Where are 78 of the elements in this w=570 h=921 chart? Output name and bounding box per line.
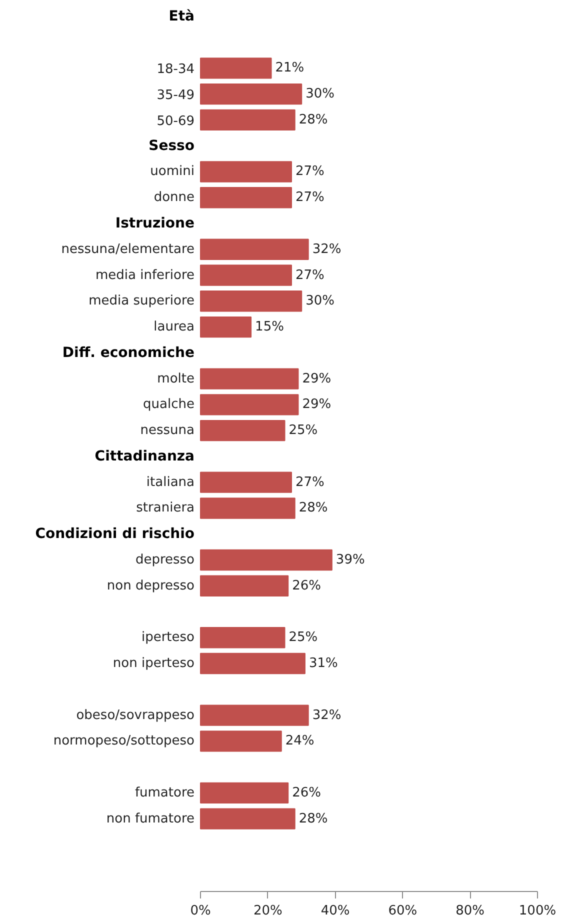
x-tick-label: 80%	[456, 904, 485, 918]
bar	[200, 730, 282, 752]
bar	[200, 58, 272, 79]
y-tick-label: Cittadinanza	[94, 448, 194, 464]
bar	[200, 109, 296, 131]
bar	[200, 394, 299, 416]
data-label: 28%	[298, 811, 328, 826]
y-tick-label: non iperteso	[112, 656, 195, 672]
y-tick-label: nessuna/elementare	[61, 242, 195, 257]
y-tick-label: fumatore	[134, 785, 195, 800]
y-tick-label: straniera	[136, 500, 194, 516]
bar	[200, 575, 289, 596]
y-tick-label: Istruzione	[115, 216, 195, 232]
y-tick-label: normopeso/sottopeso	[53, 734, 195, 749]
data-label: 26%	[292, 578, 322, 594]
data-label: 28%	[298, 112, 328, 128]
bar	[200, 420, 286, 442]
bar	[200, 627, 286, 648]
bar	[200, 782, 289, 804]
bar	[200, 187, 292, 208]
bar	[200, 704, 309, 726]
y-tick-label: laurea	[154, 320, 195, 335]
y-tick-label: molte	[157, 371, 195, 386]
data-label: 30%	[306, 294, 335, 309]
y-tick-label: 18-34	[156, 62, 195, 78]
data-label: 30%	[306, 86, 335, 102]
y-tick-label: donne	[154, 190, 195, 206]
bar	[200, 498, 296, 519]
y-tick-label: uomini	[150, 164, 195, 180]
y-tick-label: 35-49	[156, 88, 195, 104]
bar	[200, 368, 299, 390]
data-label: 24%	[285, 734, 314, 749]
data-label: 27%	[295, 190, 324, 206]
data-label: 25%	[288, 630, 318, 646]
data-label: 27%	[295, 474, 324, 490]
y-tick-label: media inferiore	[95, 268, 195, 283]
bar	[200, 549, 332, 571]
data-label: 32%	[312, 708, 342, 723]
y-tick-label: qualche	[143, 397, 195, 412]
data-label: 25%	[288, 423, 318, 438]
bar	[200, 316, 252, 338]
bar	[200, 161, 292, 182]
bar	[200, 264, 292, 286]
data-label: 29%	[302, 371, 332, 386]
data-label: 39%	[336, 552, 365, 568]
y-tick-label: Sesso	[148, 138, 195, 154]
x-tick-label: 20%	[253, 904, 282, 918]
y-tick-label: 50-69	[156, 114, 195, 129]
data-label: 27%	[295, 164, 324, 180]
y-tick-label: Età	[168, 8, 194, 24]
bar	[200, 808, 296, 830]
data-label: 29%	[302, 397, 332, 412]
data-label: 32%	[312, 242, 342, 257]
y-tick-label: media superiore	[88, 294, 195, 309]
bar	[200, 652, 306, 674]
y-tick-label: iperteso	[141, 630, 195, 646]
data-label: 31%	[308, 656, 338, 672]
y-tick-label: obeso/sovrappeso	[76, 708, 195, 723]
bar	[200, 83, 302, 105]
data-label: 26%	[292, 785, 322, 800]
x-tick-label: 100%	[518, 904, 556, 918]
data-label: 15%	[255, 320, 284, 335]
y-tick-label: nessuna	[140, 423, 195, 438]
bar	[200, 238, 309, 260]
y-tick-label: Condizioni di rischio	[35, 526, 195, 542]
x-tick-label: 0%	[190, 904, 211, 918]
y-tick-label: depresso	[135, 552, 195, 568]
data-label: 21%	[275, 60, 304, 76]
data-label: 27%	[295, 268, 324, 283]
bar	[200, 472, 292, 493]
y-tick-label: Diff. economiche	[62, 344, 195, 361]
data-label: 28%	[298, 500, 328, 516]
y-tick-label: non depresso	[106, 578, 195, 594]
y-tick-label: italiana	[146, 474, 195, 490]
x-tick-label: 40%	[320, 904, 350, 918]
bar	[200, 290, 302, 312]
x-tick-label: 60%	[388, 904, 418, 918]
y-tick-label: non fumatore	[106, 811, 195, 826]
